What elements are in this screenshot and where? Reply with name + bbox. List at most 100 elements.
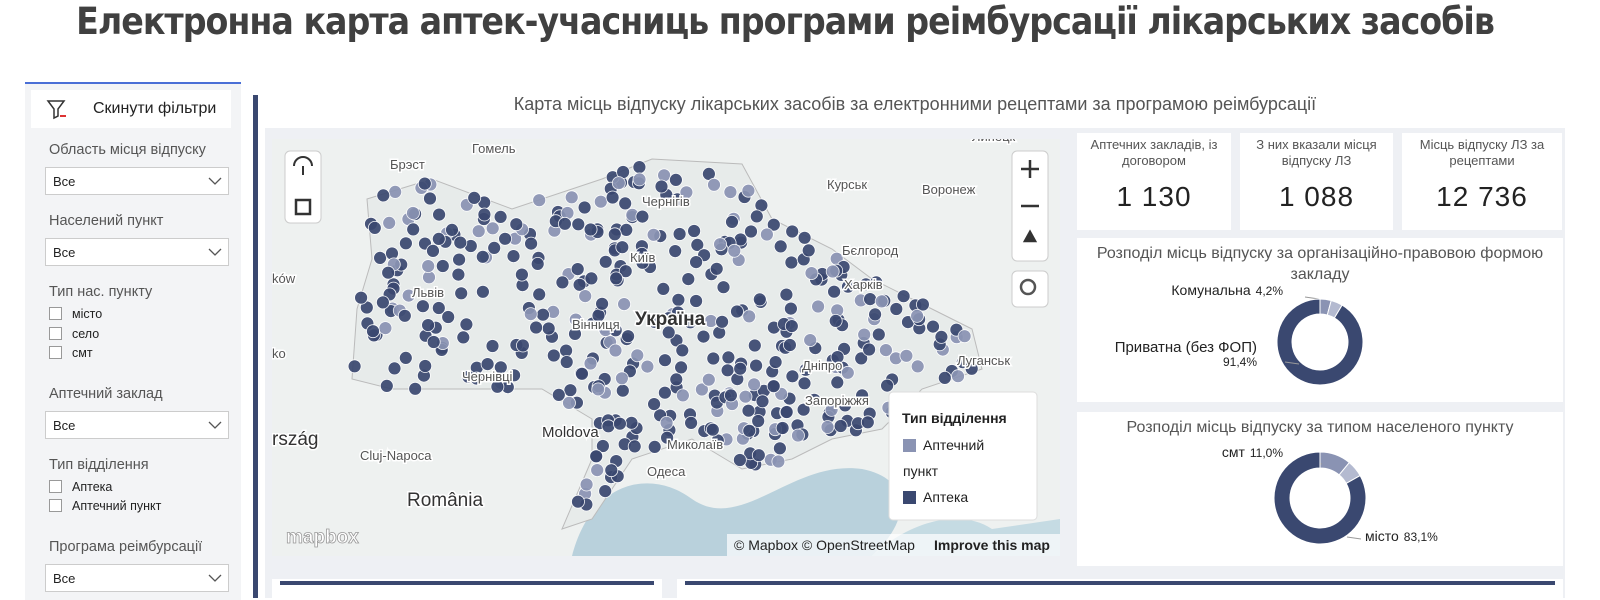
pharmacy-point (475, 249, 490, 264)
kpi-card: З них вказали місця відпуску ЛЗ 1 088 (1240, 133, 1393, 230)
pharmacy-point (523, 307, 538, 322)
pharmacy-point (506, 249, 521, 263)
pharmacy-point (683, 315, 698, 330)
map-control[interactable] (284, 150, 322, 224)
icon (293, 156, 313, 175)
pharmacy-point (647, 439, 662, 454)
pharmacy-point (387, 361, 402, 376)
pharmacy-point (807, 392, 822, 407)
pharmacy-point (804, 266, 819, 281)
checkbox-option[interactable]: смт (49, 346, 93, 360)
map-label: Київ (630, 250, 655, 265)
divider (253, 95, 258, 598)
pharmacy-point (490, 379, 505, 394)
pharmacy-point (366, 324, 380, 339)
pharmacy-point (824, 402, 839, 417)
pharmacy-point (514, 267, 529, 282)
pharmacy-point (647, 314, 662, 329)
pharmacy-point (880, 378, 894, 393)
pharmacy-point (779, 287, 794, 302)
pharmacy-point (899, 348, 914, 363)
data-label: смт 11,0% (1222, 444, 1284, 460)
map-label: Одеса (647, 464, 686, 479)
pharmacy-point (879, 343, 893, 358)
checkbox-option[interactable]: Аптека (49, 479, 112, 494)
pharmacy-point (397, 308, 412, 323)
pharmacy-point (591, 382, 606, 397)
pharmacy-point (612, 416, 627, 431)
pharmacy-point (485, 221, 500, 236)
kpi-card: Місць відпуску ЛЗ за рецептами 12 736 (1402, 133, 1562, 230)
map-label: Курськ (827, 177, 867, 192)
pharmacy-point (694, 382, 709, 397)
pharmacy-point (557, 216, 572, 231)
dropdown[interactable]: Все (45, 563, 229, 592)
pharmacy-point (749, 209, 764, 224)
pharmacy-point (445, 223, 459, 237)
pharmacy-point (827, 284, 841, 299)
pharmacy-point (529, 320, 544, 335)
icon (294, 198, 312, 216)
pharmacy-point (854, 351, 869, 366)
pharmacy-point (607, 227, 622, 242)
checkbox (49, 326, 62, 340)
legend-box (888, 391, 1038, 521)
dropdown[interactable]: Все (45, 410, 229, 439)
pharmacy-point (934, 329, 949, 344)
pharmacy-point (583, 356, 598, 371)
checkbox-option[interactable]: Аптечний пункт (49, 499, 161, 513)
donut-segment (1273, 451, 1367, 545)
pharmacy-point (618, 264, 633, 279)
dropdown[interactable]: Все (45, 167, 229, 195)
pharmacy-point (426, 244, 440, 258)
checkbox (49, 499, 62, 512)
reset-button[interactable]: Скинути фільтри (31, 90, 231, 128)
pharmacy-point (668, 173, 683, 187)
pharmacy-point (515, 338, 530, 353)
kpi-card: Аптечних закладів, із договором 1 130 (1077, 133, 1231, 230)
pharmacy-point (493, 360, 508, 375)
pharmacy-point (689, 255, 704, 269)
checkbox (49, 307, 62, 320)
kpi-value: 1 130 (1116, 181, 1192, 212)
map-header: Карта місць відпуску лікарських засобів … (265, 82, 1565, 128)
pharmacy-point (672, 227, 687, 241)
pharmacy-point (716, 280, 731, 295)
pharmacy-point (551, 387, 566, 402)
pharmacy-point (480, 357, 495, 372)
pharmacy-point (617, 297, 632, 312)
dropdown[interactable]: Все (45, 238, 229, 266)
pharmacy-point (955, 355, 970, 370)
pharmacy-point (771, 454, 786, 469)
legend-label: Аптечний пункт (903, 437, 984, 479)
pharmacy-point (532, 193, 547, 208)
chevron (208, 574, 222, 582)
option-label: смт (72, 346, 93, 360)
pharmacy-point (589, 449, 604, 464)
pharmacy-point (798, 362, 813, 377)
pharmacy-point (471, 224, 486, 239)
pharmacy-point (749, 358, 764, 373)
pharmacy-point (766, 379, 781, 394)
map-control[interactable] (1011, 270, 1049, 308)
pharmacy-point (647, 397, 662, 412)
data-label: Комунальна 4,2% (1171, 282, 1283, 298)
pharmacy-point (926, 319, 940, 334)
pharmacy-point (627, 439, 642, 454)
pharmacy-point (674, 360, 689, 375)
checkbox-option[interactable]: місто (49, 307, 102, 321)
improve-link[interactable]: Improve this map (934, 537, 1050, 553)
pharmacy-point (421, 318, 436, 333)
pharmacy-point (454, 286, 469, 301)
pharmacy-point (679, 185, 694, 200)
pharmacy-point (707, 177, 721, 192)
dropdown-value: Все (53, 174, 76, 189)
map[interactable]: Гомель Брэст Чернігів Курськ Воронеж Липецк Ки… (272, 139, 1060, 556)
pharmacy-point (675, 343, 690, 358)
pharmacy-point (435, 259, 450, 273)
pharmacy-point (426, 335, 441, 349)
attribution: © Mapbox © OpenStreetMap (734, 537, 915, 553)
pharmacy-point (661, 311, 676, 326)
checkbox-option[interactable]: село (49, 326, 99, 341)
pharmacy-point (675, 388, 690, 403)
